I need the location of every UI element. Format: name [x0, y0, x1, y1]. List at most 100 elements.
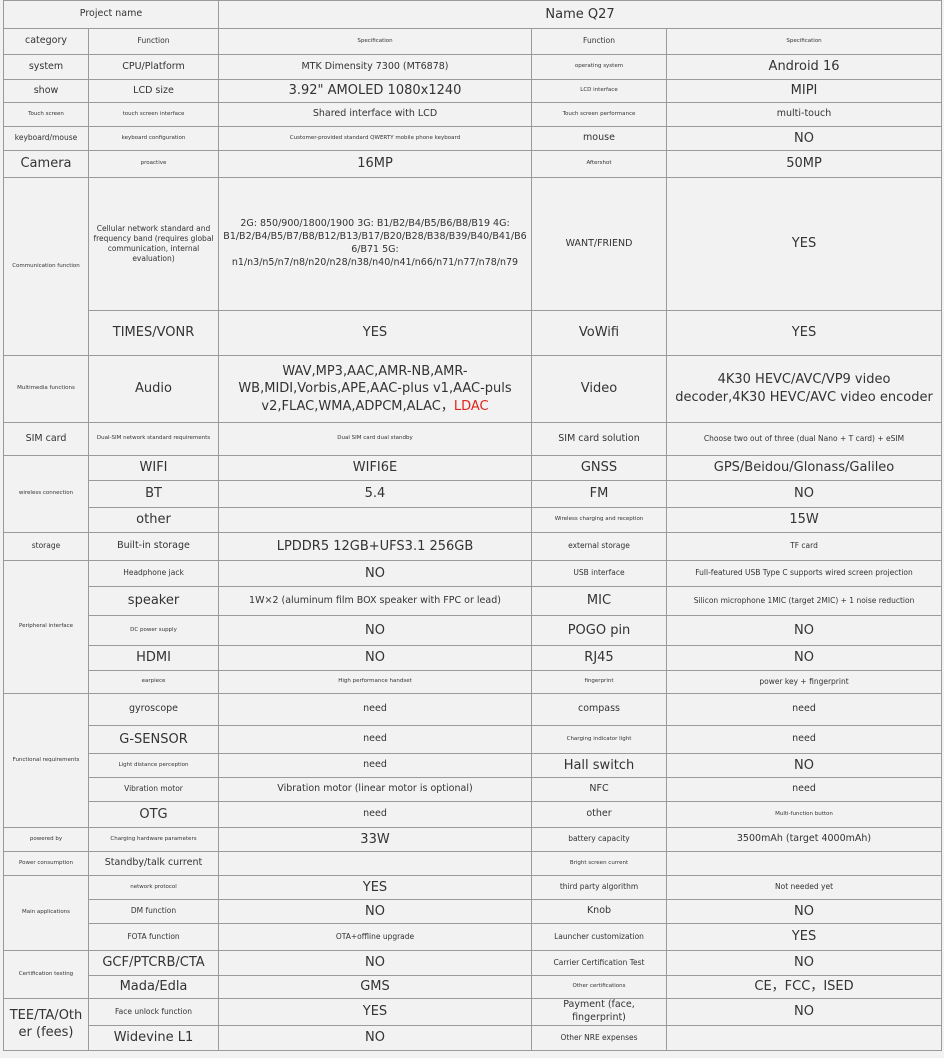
- table-cell: other: [531, 801, 667, 828]
- table-cell: 4K30 HEVC/AVC/VP9 video decoder,4K30 HEV…: [665, 355, 943, 423]
- table-cell: touch screen interface: [88, 102, 219, 127]
- table-cell: 3500mAh (target 4000mAh): [665, 827, 943, 852]
- table-row: Peripheral interface Headphone jack NO USB …: [3, 560, 943, 694]
- table-cell: Not needed yet: [665, 875, 943, 900]
- table-cell: other: [88, 507, 219, 533]
- table-cell: NO: [218, 950, 532, 976]
- table-cell: Touch screen: [3, 102, 89, 127]
- table-cell: TIMES/VONR: [88, 310, 219, 356]
- table-cell: need: [665, 693, 943, 726]
- table-cell: Widevine L1: [88, 1024, 219, 1051]
- table-cell: LPDDR5 12GB+UFS3.1 256GB: [218, 532, 532, 561]
- table-cell: system: [3, 54, 89, 80]
- table-cell: NO: [218, 645, 532, 671]
- table-cell: Functional requirements: [3, 693, 89, 828]
- table-cell: DC power supply: [88, 615, 219, 646]
- table-cell: RJ45: [531, 645, 667, 671]
- table-cell: Face unlock function: [88, 998, 219, 1026]
- table-cell: need: [218, 693, 532, 726]
- table-cell: Dual SIM card dual standby: [218, 422, 532, 456]
- table-row: Vibration motor Vibration motor (linear m…: [4, 777, 943, 802]
- table-row: Light distance perception need Hall switch…: [4, 753, 943, 778]
- table-cell: VoWifi: [531, 310, 667, 356]
- table-cell: YES: [218, 998, 532, 1026]
- table-cell: [665, 851, 943, 876]
- table-cell: network protocol: [88, 875, 219, 900]
- table-cell: Name Q27: [217, 0, 943, 29]
- table-cell: Vibration motor (linear motor is optiona…: [218, 777, 532, 802]
- table-cell: YES: [665, 923, 943, 951]
- table-row: Communication function Cellular network s…: [3, 177, 943, 356]
- table-row: Certification testing GCF/PTCRB/CTA NO Carr…: [3, 950, 943, 999]
- table-cell: NFC: [531, 777, 667, 802]
- table-cell: Main applications: [3, 875, 89, 951]
- table-row: wireless connection WIFI WIFI6E GNSS GPS/Bei…: [3, 455, 943, 533]
- table-cell: NO: [665, 899, 943, 924]
- table-cell: TEE/TA/Other (fees): [3, 998, 89, 1051]
- table-row: DC power supply NO POGO pin NO: [4, 615, 943, 646]
- table-cell: Project name: [3, 0, 219, 29]
- table-cell: TF card: [665, 532, 943, 561]
- table-cell: Silicon microphone 1MIC (target 2MIC) + …: [665, 586, 943, 616]
- table-row: BT 5.4 FM NO: [4, 480, 943, 508]
- table-row: TIMES/VONR YES VoWifi YES: [4, 310, 943, 356]
- table-cell: mouse: [531, 126, 667, 151]
- table-cell: speaker: [88, 586, 219, 616]
- table-cell: Specification: [218, 28, 532, 55]
- table-cell: NO: [218, 899, 532, 924]
- table-row: Project name Name Q27: [3, 0, 943, 29]
- table-cell: need: [665, 725, 943, 754]
- table-row: Camera proactive 16MP Aftershot 50MP: [3, 150, 943, 178]
- table-cell: CPU/Platform: [88, 54, 219, 80]
- table-cell: NO: [218, 615, 532, 646]
- table-row: Main applications network protocol YES thir…: [3, 875, 943, 951]
- table-cell: Vibration motor: [88, 777, 219, 802]
- table-cell: USB interface: [531, 560, 667, 587]
- table-row: SIM card Dual-SIM network standard requir…: [3, 422, 943, 456]
- table-cell: Android 16: [665, 54, 943, 80]
- table-cell: Communication function: [3, 177, 89, 356]
- table-cell: FM: [531, 480, 667, 508]
- table-cell: need: [665, 777, 943, 802]
- table-cell: keyboard configuration: [88, 126, 219, 151]
- table-cell: NO: [218, 560, 532, 587]
- table-cell: FOTA function: [88, 923, 219, 951]
- table-cell: Standby/talk current: [88, 851, 219, 876]
- table-cell: 16MP: [218, 150, 532, 178]
- table-row: Widevine L1 NO Other NRE expenses: [4, 1024, 943, 1051]
- table-cell: Multi-function button: [665, 801, 943, 828]
- table-cell: keyboard/mouse: [3, 126, 89, 151]
- table-cell: Function: [531, 28, 667, 55]
- table-row: speaker 1W×2 (aluminum film BOX speaker w…: [4, 586, 943, 616]
- table-cell: 50MP: [665, 150, 943, 178]
- table-cell: Cellular network standard and frequency …: [88, 177, 219, 311]
- table-row: FOTA function OTA+offline upgrade Launcher…: [4, 923, 943, 951]
- table-cell: DM function: [88, 899, 219, 924]
- table-cell: SIM card solution: [531, 422, 667, 456]
- table-cell: Wireless charging and reception: [531, 507, 667, 533]
- table-cell: external storage: [531, 532, 667, 561]
- table-cell: Specification: [665, 28, 943, 55]
- table-cell: operating system: [531, 54, 667, 80]
- table-cell: Multimedia functions: [3, 355, 89, 423]
- table-cell: GNSS: [531, 455, 667, 481]
- table-cell: NO: [665, 645, 943, 671]
- table-cell: CE，FCC，ISED: [665, 975, 943, 999]
- table-cell: Dual-SIM network standard requirements: [88, 422, 219, 456]
- table-row: HDMI NO RJ45 NO: [4, 645, 943, 671]
- table-cell: MIC: [531, 586, 667, 616]
- table-cell: Touch screen performance: [531, 102, 667, 127]
- table-cell: Certification testing: [3, 950, 89, 999]
- table-cell: Charging hardware parameters: [88, 827, 219, 852]
- table-cell: OTA+offline upgrade: [218, 923, 532, 951]
- table-cell: YES: [218, 875, 532, 900]
- table-cell: High performance handset: [218, 670, 532, 694]
- table-row: show LCD size 3.92" AMOLED 1080x1240 LCD in…: [3, 79, 943, 103]
- table-cell: need: [218, 725, 532, 754]
- table-cell: Peripheral interface: [3, 560, 89, 694]
- table-cell: earpiece: [88, 670, 219, 694]
- table-cell: 33W: [218, 827, 532, 852]
- table-cell: multi-touch: [665, 102, 943, 127]
- table-row: earpiece High performance handset fingerpr…: [4, 670, 943, 694]
